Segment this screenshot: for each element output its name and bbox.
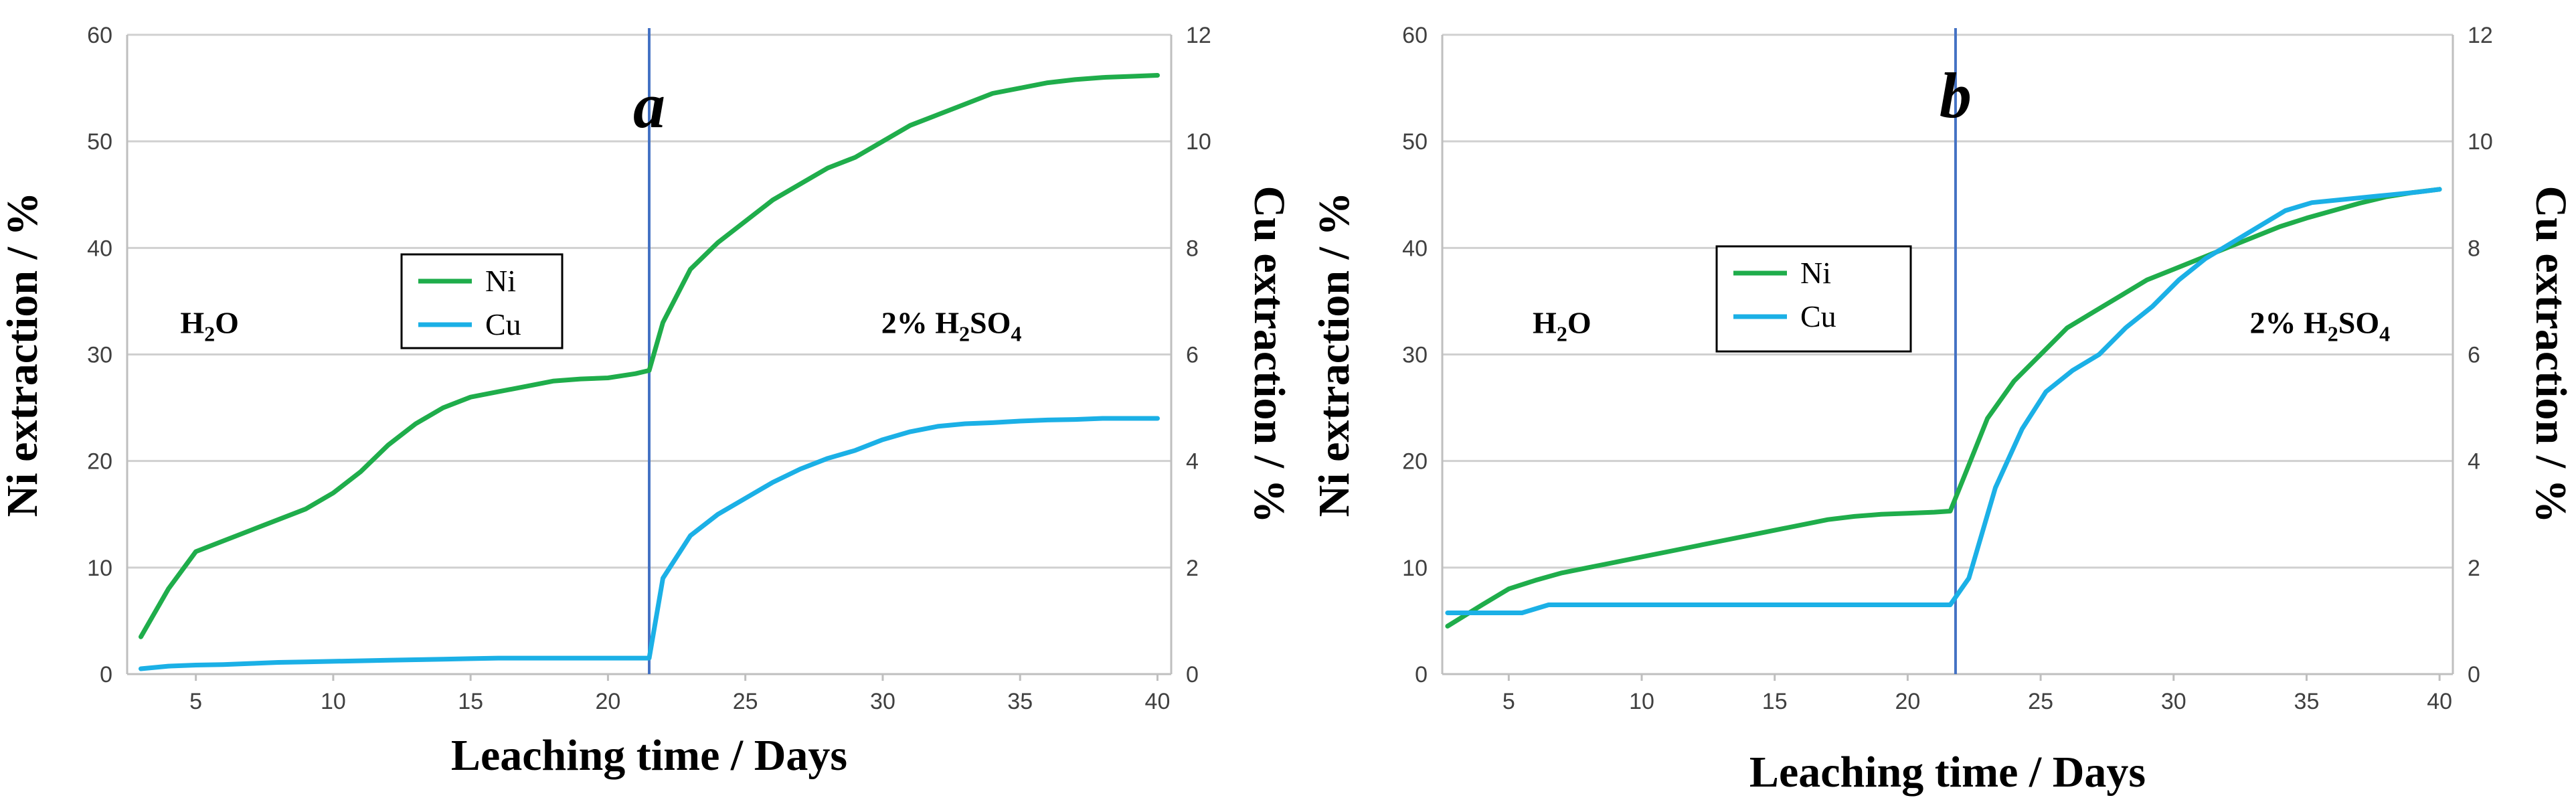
x-tick-label: 10 xyxy=(1629,689,1654,714)
y-tick-label: 10 xyxy=(87,556,112,581)
y2-tick-label: 10 xyxy=(2468,129,2493,155)
panel-label: b xyxy=(1940,60,1972,131)
y2-tick-label: 4 xyxy=(2468,449,2480,475)
x-tick-label: 25 xyxy=(733,689,758,714)
y2-tick-label: 2 xyxy=(2468,556,2480,581)
panel-label: a xyxy=(633,70,665,141)
y-tick-label: 10 xyxy=(1402,556,1428,581)
y-tick-label: 60 xyxy=(1402,23,1428,48)
x-tick-label: 15 xyxy=(458,689,483,714)
series-line-ni xyxy=(139,73,1160,639)
y2-axis-title: Cu extraction / % xyxy=(1245,185,1294,523)
legend-box xyxy=(1715,245,1912,353)
y2-tick-label: 6 xyxy=(2468,343,2480,368)
series-line-ni xyxy=(1445,187,2442,629)
legend-label-ni: Ni xyxy=(485,264,516,298)
y2-tick-label: 12 xyxy=(2468,23,2493,48)
y2-tick-label: 12 xyxy=(1186,23,1211,48)
x-tick-label: 35 xyxy=(1007,689,1033,714)
y-tick-label: 50 xyxy=(1402,129,1428,155)
legend-label-cu: Cu xyxy=(485,307,521,341)
chart-panel-b: 0 10 20 30 40 50 60 0 2 4 6 8 10 12 5 10 15 20 25 30 35 40 b H2… xyxy=(1310,23,2575,797)
y2-tick-label: 4 xyxy=(1186,449,1199,475)
y-axis-title: Ni extraction / % xyxy=(1310,192,1359,517)
x-tick-label: 20 xyxy=(596,689,621,714)
y-tick-label: 30 xyxy=(87,343,112,368)
y-tick-label: 20 xyxy=(87,449,112,475)
x-axis-title: Leaching time / Days xyxy=(451,731,847,780)
y2-tick-label: 2 xyxy=(1186,556,1199,581)
legend: Ni Cu xyxy=(400,253,564,349)
y-tick-label: 20 xyxy=(1402,449,1428,475)
x-tick-label: 35 xyxy=(2294,689,2320,714)
y-tick-label: 0 xyxy=(1415,662,1428,688)
y2-tick-label: 0 xyxy=(1186,662,1199,688)
x-tick-label: 40 xyxy=(1145,689,1171,714)
x-tick-label: 5 xyxy=(1502,689,1515,714)
region-label-acid: 2% H2SO4 xyxy=(2249,306,2390,346)
series-line-cu xyxy=(139,416,1160,671)
x-tick-label: 15 xyxy=(1762,689,1788,714)
x-tick-label: 30 xyxy=(2161,689,2186,714)
legend-label-ni: Ni xyxy=(1800,256,1831,290)
y-tick-label: 0 xyxy=(100,662,112,688)
legend-box xyxy=(400,253,564,349)
y2-tick-label: 8 xyxy=(2468,236,2480,261)
x-tick-label: 40 xyxy=(2427,689,2452,714)
x-tick-label: 5 xyxy=(189,689,202,714)
y-tick-label: 60 xyxy=(87,23,112,48)
y-tick-label: 40 xyxy=(1402,236,1428,261)
y-axis-title: Ni extraction / % xyxy=(0,192,47,517)
y-tick-label: 40 xyxy=(87,236,112,261)
x-tick-label: 20 xyxy=(1895,689,1920,714)
x-tick-label: 30 xyxy=(870,689,895,714)
legend-label-cu: Cu xyxy=(1800,299,1836,333)
x-axis-title: Leaching time / Days xyxy=(1749,748,2146,797)
y2-tick-label: 6 xyxy=(1186,343,1199,368)
region-label-acid: 2% H2SO4 xyxy=(881,306,1022,346)
y2-tick-label: 10 xyxy=(1186,129,1211,155)
y-tick-label: 30 xyxy=(1402,343,1428,368)
series-line-cu xyxy=(1445,187,2442,615)
y2-axis-title: Cu extraction / % xyxy=(2526,185,2575,523)
y2-tick-label: 8 xyxy=(1186,236,1199,261)
legend: Ni Cu xyxy=(1715,245,1912,353)
x-tick-label: 25 xyxy=(2028,689,2053,714)
region-label-water: H2O xyxy=(180,306,239,346)
chart-panel-a: 0 10 20 30 40 50 60 0 2 4 6 8 10 12 5 10 15 20 25 30 35 40 a H2… xyxy=(0,23,1294,780)
x-tick-label: 10 xyxy=(321,689,346,714)
region-label-water: H2O xyxy=(1533,306,1592,346)
y-tick-label: 50 xyxy=(87,129,112,155)
y2-tick-label: 0 xyxy=(2468,662,2480,688)
